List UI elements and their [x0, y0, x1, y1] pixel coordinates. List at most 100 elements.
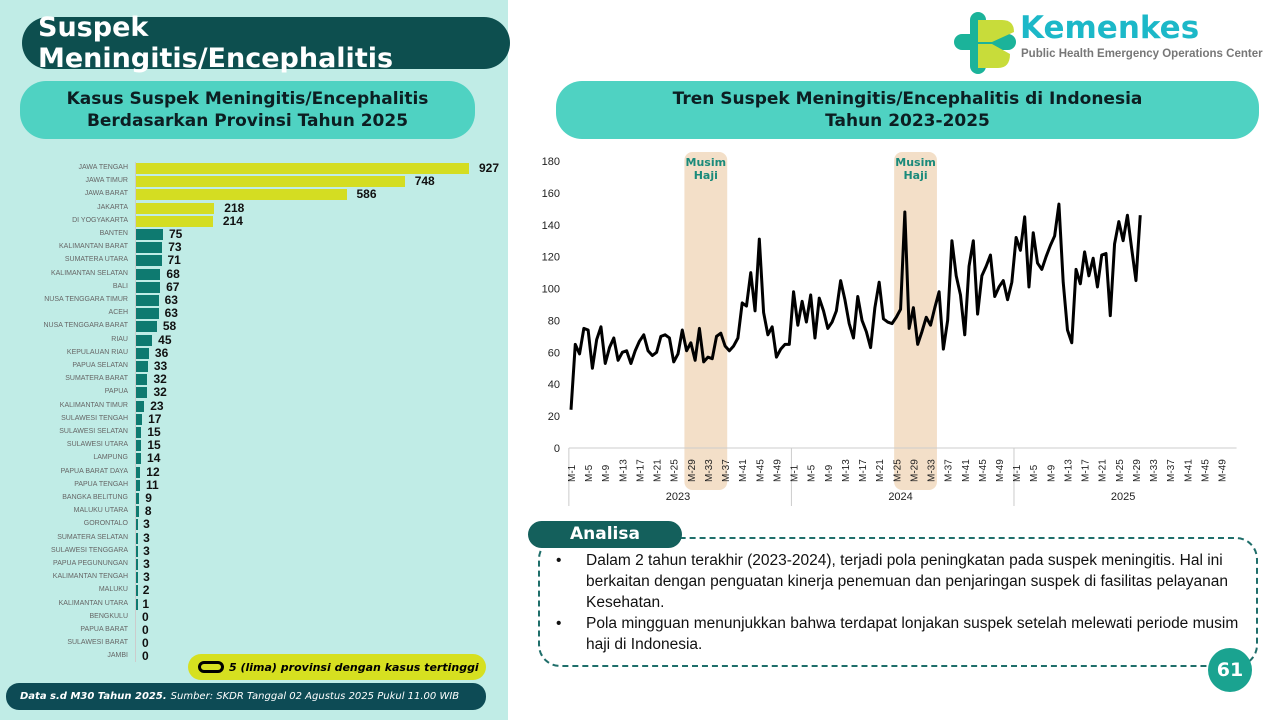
x-tick-label: M-41 [961, 459, 972, 482]
bar [136, 453, 142, 465]
bar-label: SULAWESI SELATAN [59, 428, 128, 435]
bar-row: PAPUA SELATAN 33 [0, 359, 508, 374]
x-tick-label: M-5 [807, 464, 818, 482]
bar-label: JAWA TENGAH [78, 164, 128, 171]
bar-row: SULAWESI SELATAN 15 [0, 425, 508, 440]
bar-label: GORONTALO [83, 520, 128, 528]
kemenkes-logo-icon [954, 12, 1016, 74]
bar-label: SUMATERA SELATAN [57, 533, 128, 541]
source-footer: Data s.d M30 Tahun 2025. Sumber: SKDR Tan… [6, 683, 486, 710]
bar-label: NUSA TENGGARA TIMUR [44, 296, 128, 303]
x-tick-label: M-37 [1166, 459, 1177, 482]
x-tick-label: M-29 [1132, 459, 1143, 482]
x-tick-label: M-17 [1081, 459, 1092, 482]
x-tick-label: M-33 [1149, 459, 1160, 482]
page-title-text: Suspek Meningitis/Encephalitis [38, 12, 394, 74]
logo-title: Kemenkes [1020, 10, 1200, 46]
trend-line-chart: MusimHajiMusimHaji0204060801001201401601… [542, 152, 1237, 506]
bar-label: PAPUA [104, 388, 128, 396]
bar-chart-title-line2: Berdasarkan Provinsi Tahun 2025 [86, 111, 409, 131]
bar-chart-title-line1: Kasus Suspek Meningitis/Encephalitis [66, 89, 429, 109]
x-tick-label: M-9 [824, 464, 835, 482]
analysis-point: Dalam 2 tahun terakhir (2023-2024), terj… [556, 550, 1246, 613]
x-tick-label: M-29 [687, 459, 698, 482]
bar [136, 374, 148, 386]
bar-row: KALIMANTAN TENGAH 3 [0, 570, 508, 585]
bar-row: BENGKULU 0 [0, 609, 508, 625]
bar-row: BALI 67 [0, 280, 508, 295]
bar [136, 387, 148, 399]
bar-value: 63 [164, 306, 178, 321]
bar-value: 63 [164, 293, 178, 307]
bar-value: 0 [142, 609, 149, 624]
line-chart-title-line2: Tahun 2023-2025 [825, 111, 990, 131]
bar-row: JAWA TIMUR 748 [0, 174, 508, 189]
bar [136, 572, 138, 584]
bar-row: JAMBI 0 [0, 649, 508, 664]
bar-value: 33 [153, 359, 168, 373]
x-tick-label: M-13 [618, 459, 629, 482]
bar-label: BANTEN [99, 230, 128, 237]
bar-value: 32 [153, 372, 167, 387]
bar [136, 281, 161, 293]
bar-value: 3 [143, 530, 150, 545]
x-tick-label: M-33 [927, 459, 938, 482]
bar-value: 0 [142, 649, 149, 664]
bar-value: 17 [148, 411, 162, 426]
y-tick-label: 100 [542, 284, 560, 296]
bar-row: JAWA TENGAH 927 [0, 161, 508, 176]
bar-label: SULAWESI UTARA [66, 441, 128, 449]
page-number: 61 [1208, 648, 1252, 692]
bar-row: MALUKU 2 [0, 583, 508, 598]
bar [136, 427, 142, 438]
y-tick-label: 120 [542, 252, 560, 264]
y-tick-label: 60 [548, 347, 560, 359]
bar-label: JAKARTA [97, 203, 128, 211]
bar-label: PAPUA BARAT [80, 626, 128, 633]
bar [136, 176, 405, 188]
x-tick-label: M-1 [790, 464, 801, 482]
x-tick-label: M-45 [755, 459, 766, 482]
bar [136, 202, 215, 214]
bar [136, 519, 138, 531]
bar-value: 0 [142, 636, 149, 651]
bar-label: BENGKULU [89, 612, 128, 620]
bar-row: RIAU 45 [0, 333, 508, 348]
bar-label: NUSA TENGGARA BARAT [43, 322, 128, 330]
bar-row: BANGKA BELITUNG 9 [0, 491, 508, 506]
bar-label: LAMPUNG [93, 454, 128, 462]
bar-row: BANTEN 75 [0, 227, 508, 242]
y-tick-label: 20 [548, 411, 560, 423]
x-tick-label: M-25 [1115, 459, 1126, 482]
x-tick-label: M-49 [995, 459, 1006, 482]
bar-row: PAPUA TENGAH 11 [0, 478, 508, 493]
bar-value: 73 [168, 240, 182, 255]
bar [136, 308, 159, 320]
bar-value: 58 [162, 319, 177, 334]
x-tick-label: M-49 [1218, 459, 1229, 482]
bar-value: 0 [142, 623, 149, 637]
bar [136, 189, 347, 201]
bar-value: 3 [143, 557, 150, 571]
x-tick-label: M-37 [944, 459, 955, 482]
footer-text: Sumber: SKDR Tanggal 02 Agustus 2025 Puk… [170, 691, 460, 702]
bar-row: PAPUA PEGUNUNGAN 3 [0, 557, 508, 572]
x-tick-label: M-9 [1046, 464, 1057, 482]
bar [136, 347, 149, 359]
bar-label: MALUKU UTARA [73, 507, 128, 515]
analysis-box [538, 537, 1258, 667]
x-tick-label: M-1 [1012, 464, 1023, 482]
x-tick-label: M-29 [909, 459, 920, 482]
y-tick-label: 40 [548, 379, 560, 391]
bar-label: KALIMANTAN SELATAN [50, 269, 128, 277]
bar-row: ACEH 63 [0, 306, 508, 321]
bar-row: KALIMANTAN UTARA 1 [0, 596, 508, 612]
bar-label: PAPUA SELATAN [72, 362, 128, 369]
bar-value: 71 [167, 253, 181, 268]
x-tick-label: M-21 [875, 459, 886, 482]
bar [136, 229, 163, 240]
bar-label: KEPULAUAN RIAU [66, 348, 128, 356]
bar-value: 1 [142, 596, 150, 611]
x-tick-label: M-17 [635, 459, 646, 482]
y-tick-label: 0 [554, 443, 560, 455]
